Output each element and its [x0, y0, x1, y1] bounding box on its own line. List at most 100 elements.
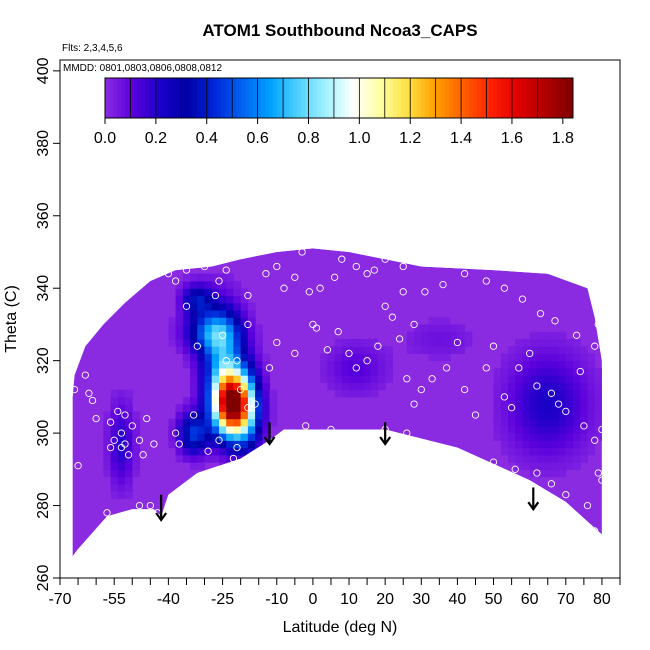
heatmap-cell: [587, 353, 596, 362]
heatmap-cell: [226, 360, 234, 369]
x-tick-label: -55: [103, 591, 126, 608]
x-axis: -70 -55 -40 -25 -10 0 10 20 30 40 50 60 70 80: [48, 578, 621, 608]
heatmap-cell: [255, 440, 263, 449]
heatmap-cell: [190, 324, 198, 333]
heatmap-cell: [341, 367, 350, 376]
colorbar-swatch: [149, 78, 154, 118]
heatmap-cell: [573, 396, 581, 405]
heatmap-cell: [175, 295, 184, 304]
heatmap-cell: [190, 353, 198, 362]
heatmap-cell: [110, 454, 119, 463]
flight-arrows: [155, 422, 540, 522]
heatmap-cell: [240, 367, 249, 376]
heatmap-cell: [240, 433, 249, 441]
heatmap-cell: [219, 338, 227, 347]
observation-point: [291, 273, 299, 281]
observation-point: [562, 491, 570, 499]
heatmap-cell: [247, 396, 256, 405]
heatmap-cell: [197, 433, 206, 441]
heatmap-cell: [580, 411, 589, 420]
heatmap-cell: [269, 411, 278, 420]
heatmap-cell: [522, 360, 531, 369]
heatmap-cell: [565, 346, 574, 354]
heatmap-cell: [356, 382, 365, 391]
observation-point: [204, 447, 212, 455]
heatmap-cell: [536, 331, 545, 340]
heatmap-cell: [233, 375, 242, 383]
observation-point: [482, 364, 490, 372]
heatmap-cell: [587, 425, 596, 434]
heatmap-cell: [522, 382, 531, 391]
heatmap-cell: [522, 411, 531, 420]
heatmap-cell: [558, 338, 567, 347]
colorbar-swatch: [385, 78, 390, 118]
heatmap-cell: [125, 462, 133, 470]
colorbar-tick-label: 1.6: [501, 130, 523, 147]
colorbar-swatch: [513, 78, 518, 118]
heatmap-cell: [132, 440, 141, 449]
heatmap-cell: [240, 295, 249, 304]
observation-point: [515, 364, 523, 372]
heatmap-cell: [508, 367, 516, 376]
heatmap-cell: [190, 346, 198, 354]
heatmap-cell: [211, 375, 220, 383]
heatmap-cell: [363, 360, 372, 369]
heatmap-cell: [558, 411, 567, 420]
heatmap-cell: [544, 469, 552, 478]
heatmap-cell: [377, 382, 386, 391]
heatmap-cell: [594, 418, 602, 427]
heatmap-cell: [334, 375, 343, 383]
heatmap-cell: [370, 346, 379, 354]
heatmap-cell: [544, 353, 552, 362]
colorbar-swatch: [417, 78, 422, 118]
observation-point: [139, 451, 147, 459]
observation-point: [150, 440, 158, 448]
heatmap-cell: [262, 411, 271, 420]
heatmap-cell: [182, 273, 191, 282]
colorbar-swatch: [325, 78, 330, 118]
heatmap-cell: [219, 367, 227, 376]
heatmap-cell: [233, 324, 242, 333]
observation-point: [562, 407, 570, 416]
observation-point: [265, 364, 274, 372]
colorbar-swatch: [409, 78, 414, 118]
heatmap-cell: [219, 317, 227, 325]
heatmap-cell: [226, 331, 234, 340]
observation-point: [229, 454, 238, 463]
observation-point: [70, 385, 79, 394]
x-tick-label: 50: [485, 591, 503, 608]
heatmap-cell: [182, 353, 191, 362]
heatmap-cell: [493, 396, 502, 405]
heatmap-cell: [247, 404, 256, 412]
heatmap-cell: [247, 346, 256, 354]
heatmap-cell: [341, 382, 350, 391]
heatmap-cell: [544, 418, 552, 427]
heatmap-cell: [573, 425, 581, 434]
y-axis-label: Theta (C): [3, 285, 20, 353]
heatmap-cell: [327, 367, 336, 376]
heatmap-cell: [240, 440, 249, 449]
heatmap-cell: [247, 425, 256, 434]
heatmap-cell: [190, 396, 198, 405]
heatmap-cell: [544, 375, 552, 383]
heatmap-cell: [240, 338, 249, 347]
heatmap-cell: [255, 411, 263, 420]
heatmap-cell: [356, 389, 365, 398]
heatmap-cell: [233, 469, 242, 478]
heatmap-cell: [240, 425, 249, 434]
heatmap-cell: [226, 281, 234, 289]
heatmap-cell: [132, 462, 141, 470]
heatmap-cell: [204, 433, 213, 441]
heatmap-cell: [247, 469, 256, 478]
heatmap-cell: [428, 346, 437, 354]
heatmap-cell: [197, 324, 206, 333]
heatmap-cell: [175, 411, 184, 420]
heatmap-cell: [211, 302, 220, 311]
colorbar-swatch: [117, 78, 122, 118]
heatmap-cell: [211, 317, 220, 325]
heatmap-cell: [125, 454, 133, 463]
observation-point: [233, 443, 241, 452]
heatmap-cell: [580, 433, 589, 441]
heatmap-cell: [182, 288, 191, 296]
observation-point: [500, 393, 509, 401]
